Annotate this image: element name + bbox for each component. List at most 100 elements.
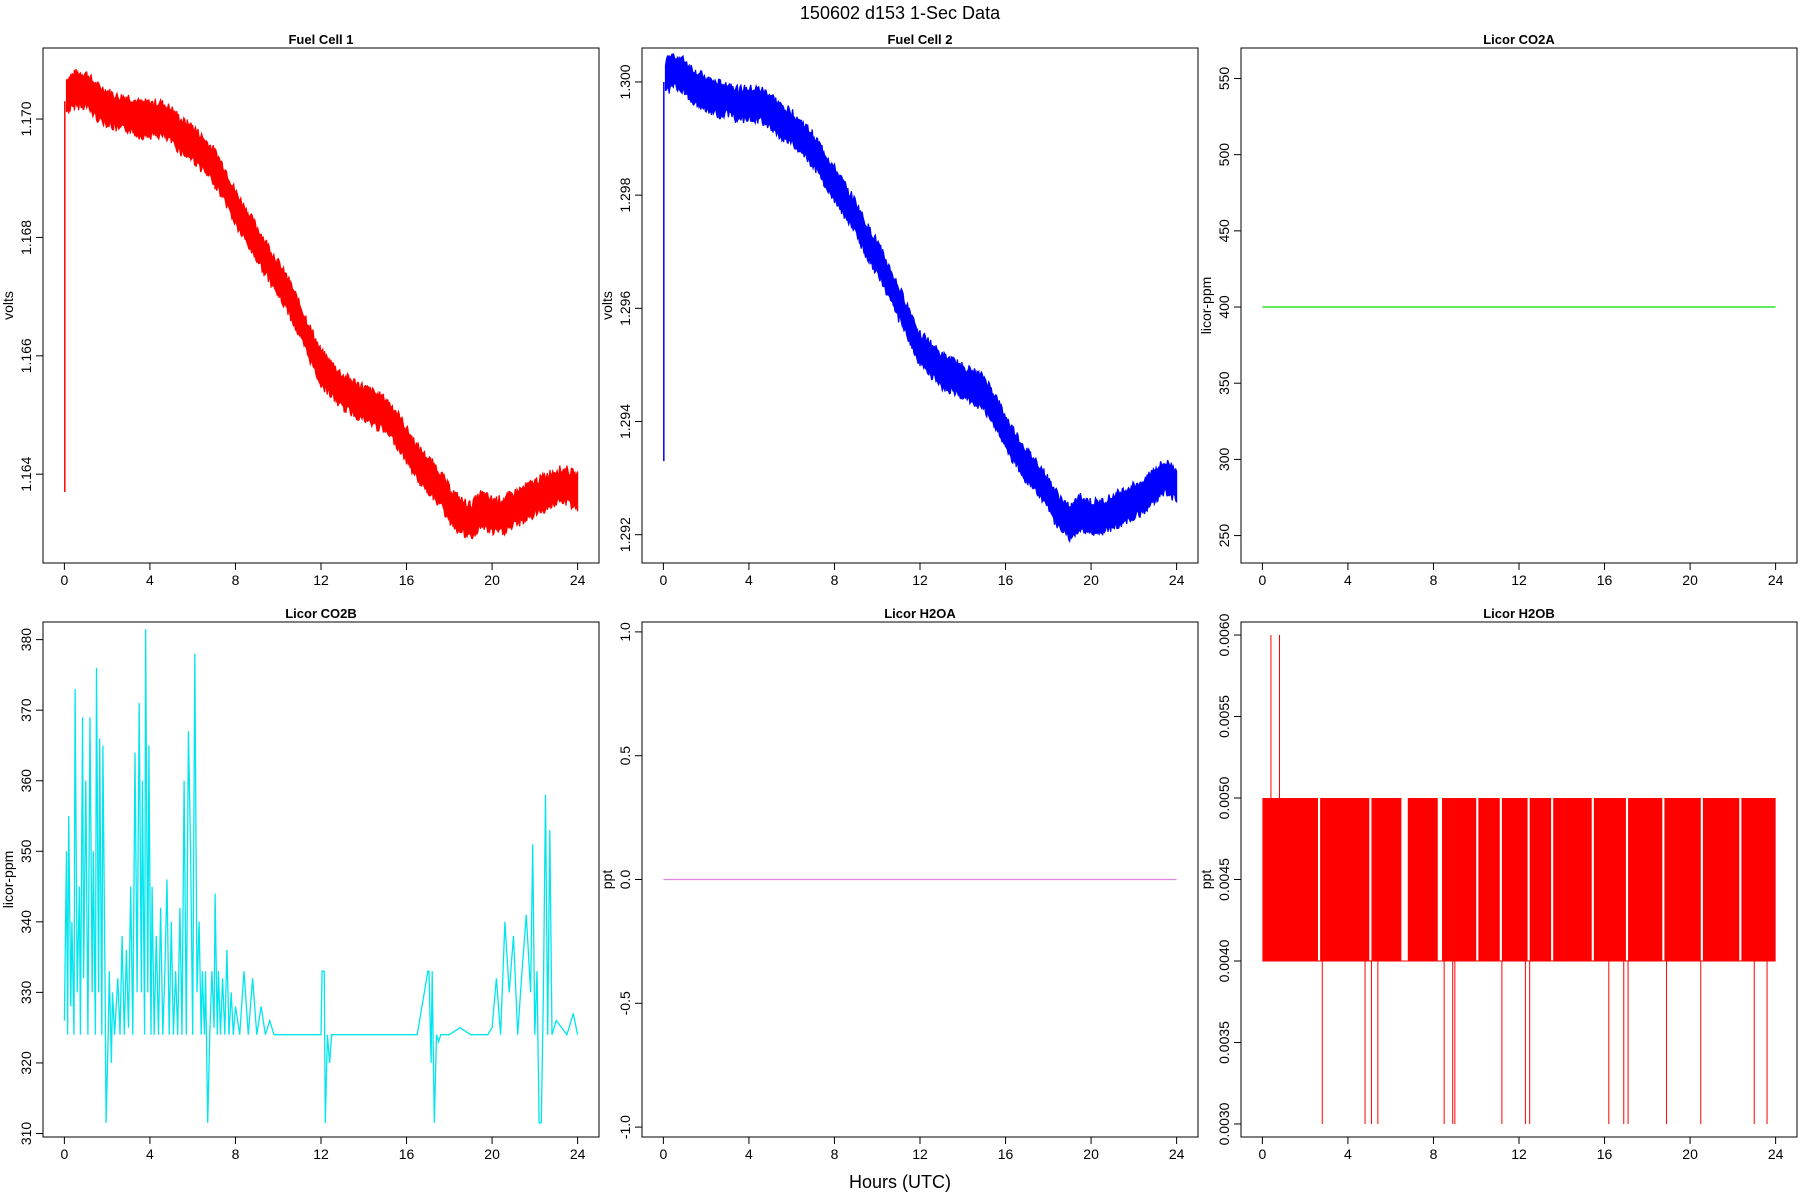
x-tick-label: 0 [60,1146,68,1162]
x-tick-label: 16 [998,572,1014,588]
data-band [1262,798,1318,961]
y-tick-label: 340 [18,910,34,934]
y-tick-label: 500 [1216,143,1232,167]
panel-frame [42,621,600,1138]
y-tick-label: 0.0 [617,870,633,890]
y-tick-label: 1.292 [617,517,633,552]
x-tick-label: 8 [232,572,240,588]
y-tick-label: 1.164 [18,456,34,491]
y-tick-label: 350 [1216,371,1232,395]
plot-area [1262,635,1776,1124]
panel-licor-co2a: Licor CO2A licor-ppm 0 4 8 12 16 20 24 250 300 350 4… [1198,32,1798,588]
y-tick-label: 0.0040 [1216,939,1232,982]
y-tick-label: 350 [18,839,34,863]
data-band [1478,798,1500,961]
panel-title: Fuel Cell 1 [288,32,353,47]
y-tick-label: -0.5 [617,991,633,1015]
y-tick-label: 300 [1216,447,1232,471]
y-tick-label: 310 [18,1122,34,1146]
data-band [1628,798,1663,961]
panel-frame [641,47,1199,564]
x-tick-label: 0 [1258,1146,1266,1162]
figure-title: 150602 d153 1-Sec Data [800,3,1001,23]
y-tick-label: 0.0030 [1216,1102,1232,1145]
plot-area [63,629,579,1124]
data-band [1320,798,1370,961]
y-tick-label: 450 [1216,219,1232,243]
panel-title: Licor H2OB [1483,606,1555,621]
x-tick-label: 4 [146,572,154,588]
x-tick-label: 0 [659,572,667,588]
figure-xlabel: Hours (UTC) [849,1172,951,1192]
y-tick-label: 1.170 [18,101,34,136]
x-tick-label: 0 [659,1146,667,1162]
x-tick-label: 4 [1344,1146,1352,1162]
panel-title: Licor H2OA [884,606,956,621]
x-tick-label: 12 [313,572,329,588]
panel-title: Fuel Cell 2 [887,32,952,47]
panel-fuel-cell-2: Fuel Cell 2 volts 0 4 8 12 16 20 24 1.292 1.294 1.2… [599,32,1199,588]
y-axis-label: licor-ppm [1198,277,1214,335]
x-tick-label: 8 [1430,1146,1438,1162]
data-band [1593,798,1626,961]
x-tick-label: 16 [399,572,415,588]
x-tick-label: 8 [232,1146,240,1162]
panel-licor-h2oa: Licor H2OA ppt 0 4 8 12 16 20 24 -1.0 -0.5 0.0 0.5 1.… [599,606,1199,1162]
y-tick-label: 0.0055 [1216,695,1232,738]
panels-group: Fuel Cell 1 volts 0 4 8 12 16 20 24 1.164 1.166 1.1… [0,32,1798,1162]
x-tick-label: 24 [1169,572,1185,588]
data-series [63,629,579,1124]
y-tick-label: 1.168 [18,220,34,255]
x-tick-label: 4 [146,1146,154,1162]
x-tick-label: 4 [745,1146,753,1162]
x-tick-label: 4 [745,572,753,588]
y-tick-label: 320 [18,1051,34,1075]
y-tick-label: 550 [1216,67,1232,91]
x-tick-label: 20 [1083,572,1099,588]
y-tick-label: 0.0035 [1216,1021,1232,1064]
x-tick-label: 16 [1597,1146,1613,1162]
data-band [1407,798,1438,961]
y-tick-label: 1.298 [617,177,633,212]
y-tick-label: 400 [1216,295,1232,319]
data-band [1501,798,1528,961]
data-band [1529,798,1552,961]
x-tick-label: 4 [1344,572,1352,588]
panel-title: Licor CO2B [285,606,357,621]
x-tick-label: 16 [1597,572,1613,588]
data-band [1371,798,1402,961]
x-tick-label: 0 [60,572,68,588]
data-series [65,68,579,540]
x-tick-label: 20 [1083,1146,1099,1162]
y-tick-label: 250 [1216,524,1232,548]
x-tick-label: 12 [1511,1146,1527,1162]
panel-title: Licor CO2A [1483,32,1555,47]
x-tick-label: 0 [1258,572,1266,588]
y-tick-label: 330 [18,980,34,1004]
x-tick-label: 12 [1511,572,1527,588]
data-band [1442,798,1477,961]
plot-area [663,53,1178,544]
y-axis-label: volts [599,291,615,320]
panel-licor-h2ob: Licor H2OB ppt 0 4 8 12 16 20 24 0.0030 0.0035 0.00… [1198,606,1798,1162]
y-tick-label: 1.296 [617,291,633,326]
y-tick-label: 360 [18,769,34,793]
y-tick-label: 370 [18,698,34,722]
x-tick-label: 8 [1430,572,1438,588]
panel-fuel-cell-1: Fuel Cell 1 volts 0 4 8 12 16 20 24 1.164 1.166 1.1… [0,32,600,588]
data-series [664,53,1178,544]
x-tick-label: 20 [484,572,500,588]
x-tick-label: 20 [484,1146,500,1162]
x-tick-label: 8 [831,572,839,588]
x-tick-label: 12 [912,1146,928,1162]
x-tick-label: 12 [313,1146,329,1162]
y-tick-label: 0.5 [617,746,633,766]
x-tick-label: 8 [831,1146,839,1162]
x-tick-label: 16 [399,1146,415,1162]
data-band [1741,798,1776,961]
x-tick-label: 24 [1169,1146,1185,1162]
y-tick-label: 1.0 [617,622,633,642]
x-tick-label: 24 [1768,572,1784,588]
